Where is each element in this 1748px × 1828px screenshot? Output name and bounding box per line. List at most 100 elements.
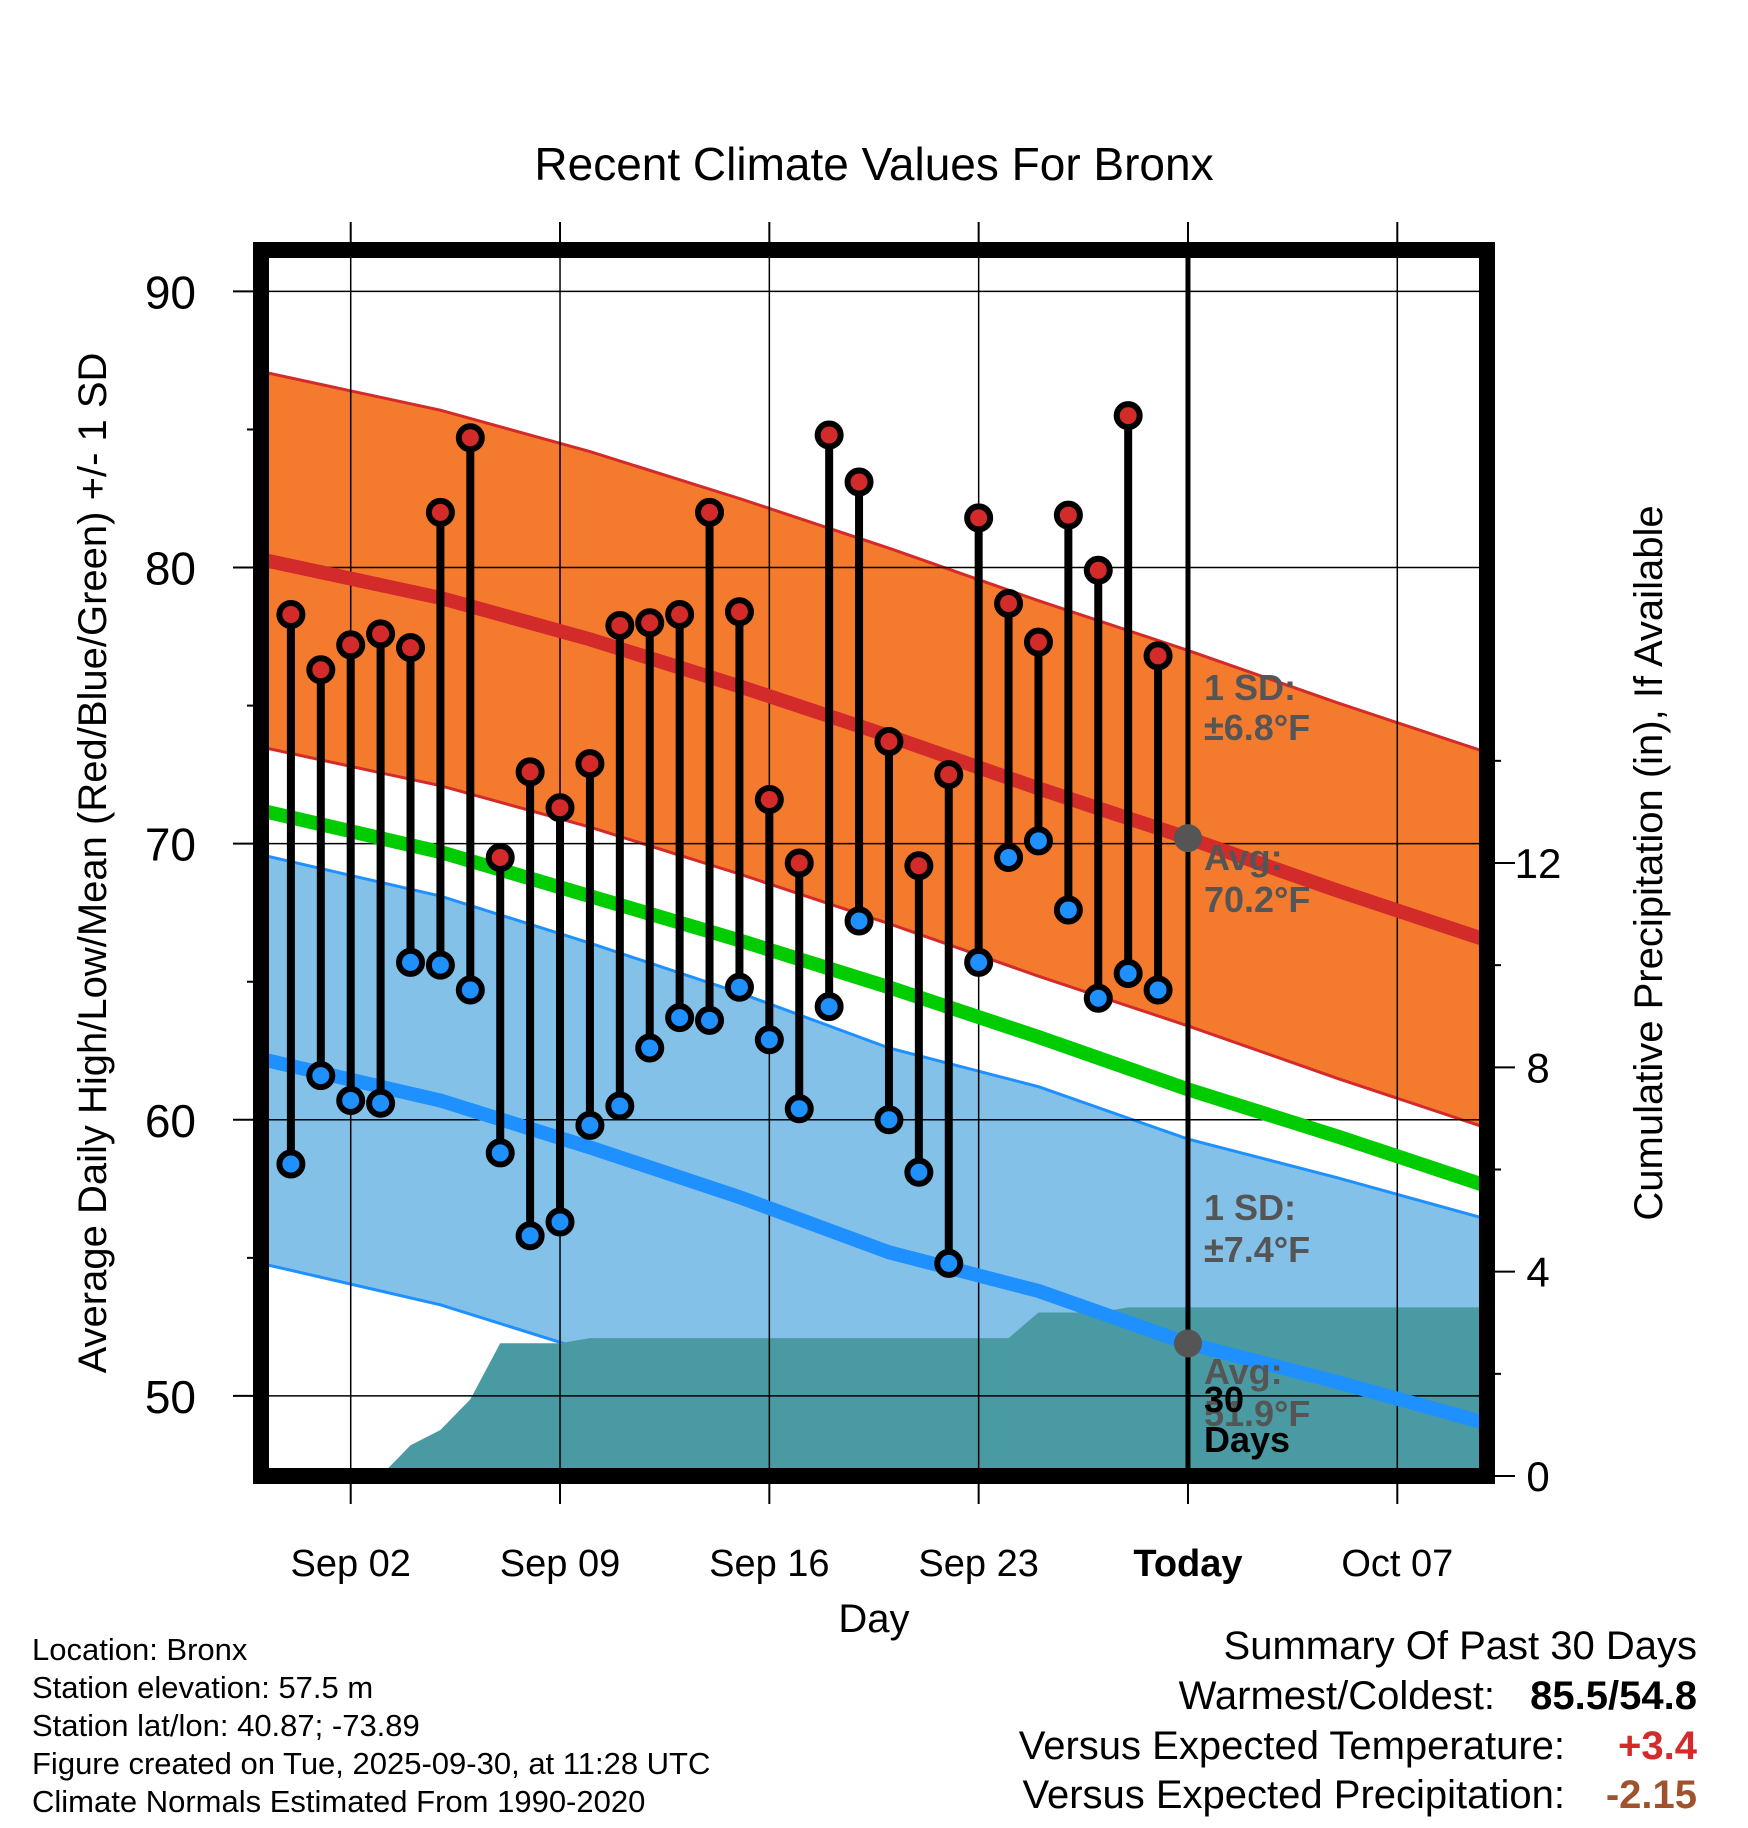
x-tick-label: Sep 23 (918, 1543, 1038, 1585)
high-sd-band (261, 371, 1487, 1129)
daily-high-point (276, 599, 306, 629)
x-tick-label: Today (1133, 1543, 1242, 1585)
high-avg-label: Avg: (1204, 837, 1283, 878)
station-elevation: Station elevation: 57.5 m (32, 1670, 373, 1705)
chart-title: Recent Climate Values For Bronx (534, 138, 1213, 190)
daily-low-point (635, 1033, 665, 1063)
temp-anomaly-value: +3.4 (1618, 1724, 1698, 1768)
coldest-value: 54.8 (1619, 1674, 1697, 1718)
daily-low-point (665, 1003, 695, 1033)
station-location: Location: Bronx (32, 1632, 248, 1667)
daily-low-point (455, 975, 485, 1005)
precip-anomaly-value: -2.15 (1606, 1773, 1697, 1817)
daily-high-point (1113, 401, 1143, 431)
daily-high-point (754, 784, 784, 814)
precip-days-label: Days (1204, 1419, 1290, 1460)
daily-high-point (904, 851, 934, 881)
station-info: Location: Bronx Station elevation: 57.5 … (32, 1632, 710, 1819)
daily-low-point (1143, 975, 1173, 1005)
y-left-tick-label: 50 (145, 1371, 196, 1423)
daily-high-point (306, 655, 336, 685)
daily-low-point (1023, 826, 1053, 856)
daily-high-point (724, 597, 754, 627)
y-right-tick-label: 8 (1526, 1044, 1549, 1091)
warmest-coldest-label: Warmest/Coldest: (1179, 1674, 1495, 1718)
daily-high-point (844, 467, 874, 497)
daily-high-point (336, 630, 366, 660)
daily-low-point (874, 1105, 904, 1135)
station-latlon: Station lat/lon: 40.87; -73.89 (32, 1708, 420, 1743)
precip-days-number: 30 (1204, 1379, 1244, 1420)
summary-title: Summary Of Past 30 Days (1224, 1624, 1697, 1668)
y-axis-label-right: Cumulative Precipitation (in), If Availa… (1627, 505, 1671, 1220)
daily-high-point (605, 611, 635, 641)
x-tick-label: Sep 02 (290, 1543, 410, 1585)
daily-low-point (425, 950, 455, 980)
daily-low-point (1083, 983, 1113, 1013)
daily-low-point (306, 1061, 336, 1091)
daily-high-point (635, 608, 665, 638)
daily-high-point (964, 503, 994, 533)
y-right-tick-label: 0 (1526, 1453, 1549, 1500)
daily-high-point (1083, 555, 1113, 585)
daily-high-point (485, 842, 515, 872)
daily-high-point (784, 848, 814, 878)
daily-low-point (994, 842, 1024, 872)
daily-low-point (605, 1091, 635, 1121)
low-avg-label: Avg: (1204, 1351, 1283, 1392)
daily-low-point (724, 972, 754, 1002)
daily-low-point (336, 1085, 366, 1115)
daily-high-point (425, 497, 455, 527)
high-sd-label: 1 SD: (1204, 667, 1296, 708)
daily-high-point (396, 633, 426, 663)
daily-low-point (904, 1157, 934, 1187)
slash: / (1608, 1674, 1619, 1718)
temp-anomaly-label: Versus Expected Temperature: (1019, 1724, 1565, 1768)
daily-low-point (754, 1025, 784, 1055)
today-low-avg-marker (1173, 1329, 1202, 1358)
daily-low-point (964, 947, 994, 977)
y-left-tick-label: 90 (145, 266, 196, 318)
daily-high-point (994, 588, 1024, 618)
normals-period: Climate Normals Estimated From 1990-2020 (32, 1784, 645, 1819)
daily-high-point (814, 420, 844, 450)
figure-created: Figure created on Tue, 2025-09-30, at 11… (32, 1746, 710, 1781)
daily-high-point (1023, 627, 1053, 657)
daily-high-point (366, 619, 396, 649)
normal-low-line (261, 1052, 1487, 1431)
x-tick-label: Sep 09 (500, 1543, 620, 1585)
daily-high-point (1053, 500, 1083, 530)
daily-high-point (665, 599, 695, 629)
daily-high-point (934, 760, 964, 790)
daily-low-point (485, 1138, 515, 1168)
daily-high-point (515, 757, 545, 787)
daily-low-point (695, 1005, 725, 1035)
daily-low-point (396, 947, 426, 977)
x-tick-label: Sep 16 (709, 1543, 829, 1585)
low-sd-label: 1 SD: (1204, 1187, 1296, 1228)
high-sd-value: ±6.8°F (1204, 707, 1310, 748)
daily-high-point (545, 793, 575, 823)
y-left-tick-label: 60 (145, 1095, 196, 1147)
daily-low-point (1113, 958, 1143, 988)
daily-high-point (874, 727, 904, 757)
daily-high-point (695, 497, 725, 527)
daily-low-point (545, 1207, 575, 1237)
daily-low-point (575, 1110, 605, 1140)
y-right-tick-label: 4 (1526, 1249, 1549, 1296)
daily-low-point (515, 1221, 545, 1251)
low-sd-value: ±7.4°F (1204, 1229, 1310, 1270)
y-left-tick-label: 80 (145, 543, 196, 595)
warmest-coldest-value: 85.5/54.8 (1530, 1674, 1697, 1718)
high-avg-value: 70.2°F (1204, 879, 1310, 920)
y-right-tick-label: 12 (1515, 840, 1562, 887)
daily-low-point (784, 1094, 814, 1124)
daily-low-point (934, 1248, 964, 1278)
daily-high-point (455, 423, 485, 453)
y-axis-label-left: Average Daily High/Low/Mean (Red/Blue/Gr… (71, 353, 115, 1374)
today-high-avg-marker (1173, 824, 1202, 853)
daily-low-point (276, 1149, 306, 1179)
precip-anomaly-label: Versus Expected Precipitation: (1022, 1773, 1565, 1817)
daily-high-point (575, 749, 605, 779)
